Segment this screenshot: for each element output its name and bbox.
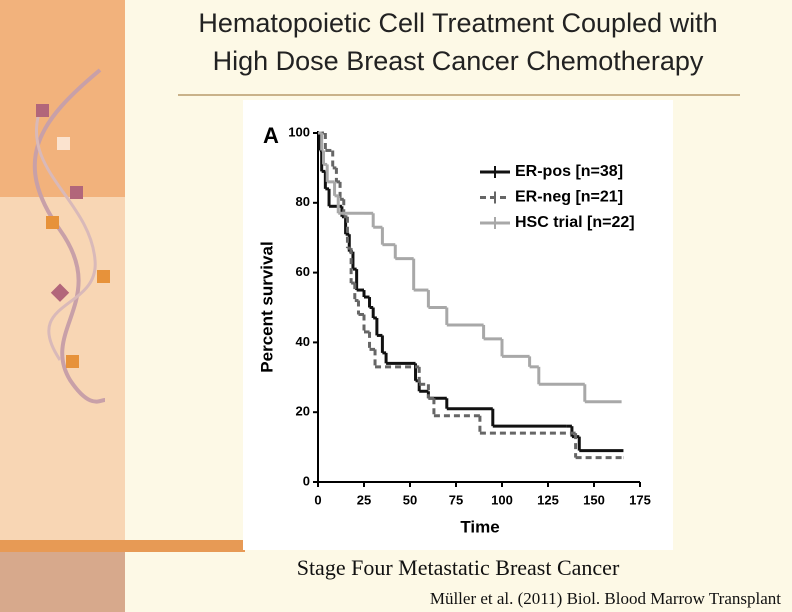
deco-bottom — [0, 552, 125, 612]
x-tick-label: 125 — [537, 492, 559, 507]
y-tick-label: 100 — [288, 124, 310, 139]
deco-curve — [34, 109, 97, 361]
deco-square — [57, 137, 70, 150]
deco-bar-2 — [125, 540, 245, 552]
panel-label: A — [263, 123, 279, 148]
citation: Müller et al. (2011) Biol. Blood Marrow … — [430, 589, 781, 608]
deco-mid — [0, 197, 125, 540]
x-tick-label: 175 — [629, 492, 651, 507]
slide-title: High Dose Breast Cancer Chemotherapy — [213, 46, 704, 76]
legend-label: ER-neg [n=21] — [515, 189, 623, 206]
caption: Stage Four Metastatic Breast Cancer — [297, 555, 620, 580]
chart: A Time Percent survival 0 20 40 60 80 100 0 25 5… — [257, 123, 650, 537]
y-tick-label: 60 — [296, 264, 310, 279]
legend-label: HSC trial [n=22] — [515, 214, 635, 231]
x-tick-label: 25 — [357, 492, 371, 507]
deco-square — [97, 270, 110, 283]
deco-curve — [32, 68, 106, 404]
x-axis-label: Time — [460, 517, 499, 536]
x-tick-label: 150 — [583, 492, 605, 507]
x-tick-label: 0 — [314, 492, 321, 507]
deco-square — [66, 355, 79, 368]
x-tick-label: 100 — [491, 492, 513, 507]
y-tick-label: 0 — [303, 473, 310, 488]
y-tick-label: 40 — [296, 334, 310, 349]
deco-bar — [0, 540, 125, 552]
y-tick-label: 80 — [296, 194, 310, 209]
deco-square — [70, 186, 83, 199]
x-tick-label: 50 — [403, 492, 417, 507]
deco-top — [0, 0, 125, 197]
y-axis-label: Percent survival — [257, 241, 276, 372]
slide-title: Hematopoietic Cell Treatment Coupled wit… — [198, 8, 717, 38]
y-tick-label: 20 — [296, 404, 310, 419]
deco-square — [36, 104, 49, 117]
x-tick-label: 75 — [449, 492, 463, 507]
legend-label: ER-pos [n=38] — [515, 163, 623, 180]
deco-square — [46, 216, 59, 229]
